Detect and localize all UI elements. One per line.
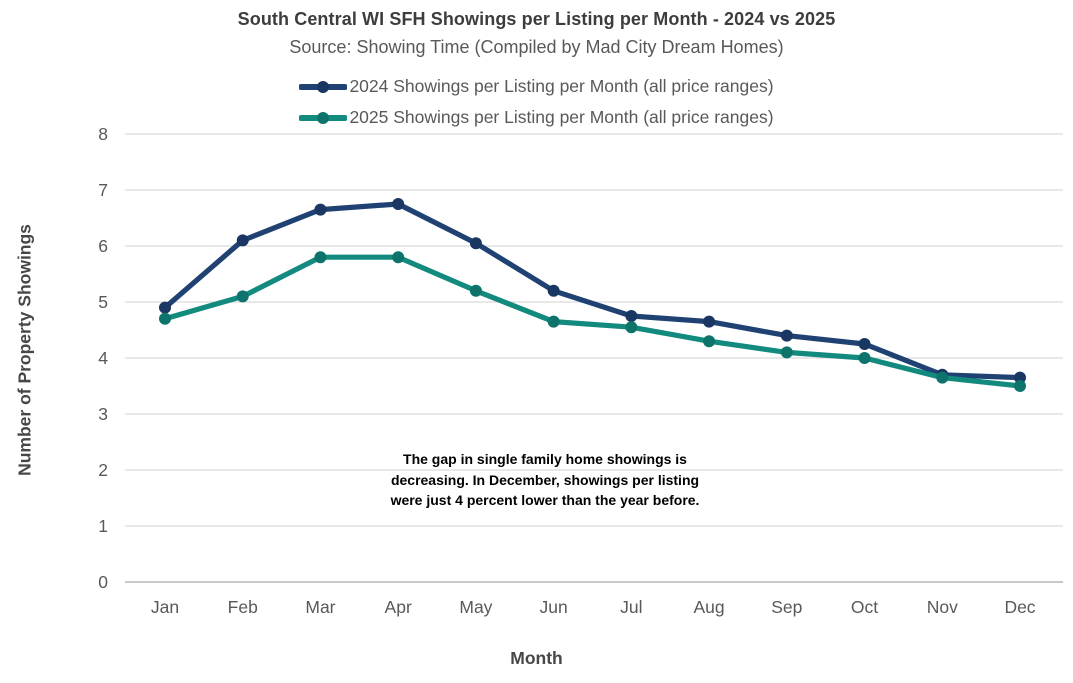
chart-legend: 2024 Showings per Listing per Month (all… xyxy=(0,71,1073,133)
series-line-0 xyxy=(162,201,1023,381)
x-tick-label-nov: Nov xyxy=(926,597,958,617)
x-tick-label-dec: Dec xyxy=(1004,597,1036,617)
legend-label-2024: 2024 Showings per Listing per Month (all… xyxy=(349,76,774,96)
x-tick-label-sep: Sep xyxy=(771,597,803,617)
series-1-marker-apr xyxy=(392,251,405,264)
series-0-marker-feb xyxy=(236,234,249,247)
y-tick-label-6: 6 xyxy=(98,236,108,256)
x-tick-label-apr: Apr xyxy=(384,597,412,617)
x-tick-label-oct: Oct xyxy=(850,597,879,617)
series-1-marker-mar xyxy=(314,251,327,264)
x-tick-label-aug: Aug xyxy=(693,597,725,617)
x-tick-label-mar: Mar xyxy=(305,597,336,617)
series-1-marker-nov xyxy=(936,371,949,384)
series-0-marker-apr xyxy=(392,198,405,210)
y-tick-label-5: 5 xyxy=(98,292,108,312)
series-0-marker-sep xyxy=(780,329,793,342)
y-tick-label-0: 0 xyxy=(98,572,108,592)
y-tick-label-3: 3 xyxy=(98,404,108,424)
series-1-marker-dec xyxy=(1014,380,1026,392)
y-axis-title: Number of Property Showings xyxy=(14,224,35,476)
series-0-marker-jan xyxy=(159,301,171,314)
series-1-marker-jan xyxy=(159,312,171,325)
legend-line-marker-icon-2025 xyxy=(299,111,348,124)
y-tick-label-2: 2 xyxy=(98,460,108,480)
legend-item-2024: 2024 Showings per Listing per Month (all… xyxy=(299,71,774,102)
series-0-marker-mar xyxy=(314,203,327,216)
series-0-marker-dec xyxy=(1014,371,1026,384)
series-1-marker-feb xyxy=(236,290,249,303)
x-tick-label-jan: Jan xyxy=(150,597,180,617)
series-1-marker-jun xyxy=(547,315,560,328)
series-0-marker-may xyxy=(469,237,482,250)
x-tick-label-feb: Feb xyxy=(227,597,258,617)
legend-item-2025: 2025 Showings per Listing per Month (all… xyxy=(299,102,774,133)
y-tick-label-7: 7 xyxy=(98,180,108,200)
chart-title: South Central WI SFH Showings per Listin… xyxy=(237,9,836,29)
y-tick-label-4: 4 xyxy=(98,348,108,368)
series-1-marker-jul xyxy=(625,321,638,334)
series-0-marker-aug xyxy=(703,315,716,328)
x-axis-title: Month xyxy=(510,648,563,668)
legend-line-marker-icon-2024 xyxy=(299,80,348,93)
y-tick-label-8: 8 xyxy=(98,124,108,144)
x-tick-label-jul: Jul xyxy=(620,597,643,617)
chart-subtitle: Source: Showing Time (Compiled by Mad Ci… xyxy=(289,37,784,57)
x-tick-label-jun: Jun xyxy=(539,597,568,617)
series-1-marker-may xyxy=(469,284,482,297)
x-tick-label-may: May xyxy=(459,597,493,617)
series-1-marker-oct xyxy=(858,352,871,364)
series-1-marker-sep xyxy=(780,346,793,359)
y-tick-label-1: 1 xyxy=(98,516,108,536)
series-1-marker-aug xyxy=(703,335,716,348)
series-0-marker-oct xyxy=(858,338,871,350)
series-0-marker-jul xyxy=(625,310,638,322)
chart-annotation: The gap in single family home showings i… xyxy=(390,451,700,508)
series-line-1 xyxy=(162,254,1023,389)
legend-label-2025: 2025 Showings per Listing per Month (all… xyxy=(349,107,774,127)
series-0-marker-jun xyxy=(547,284,560,297)
